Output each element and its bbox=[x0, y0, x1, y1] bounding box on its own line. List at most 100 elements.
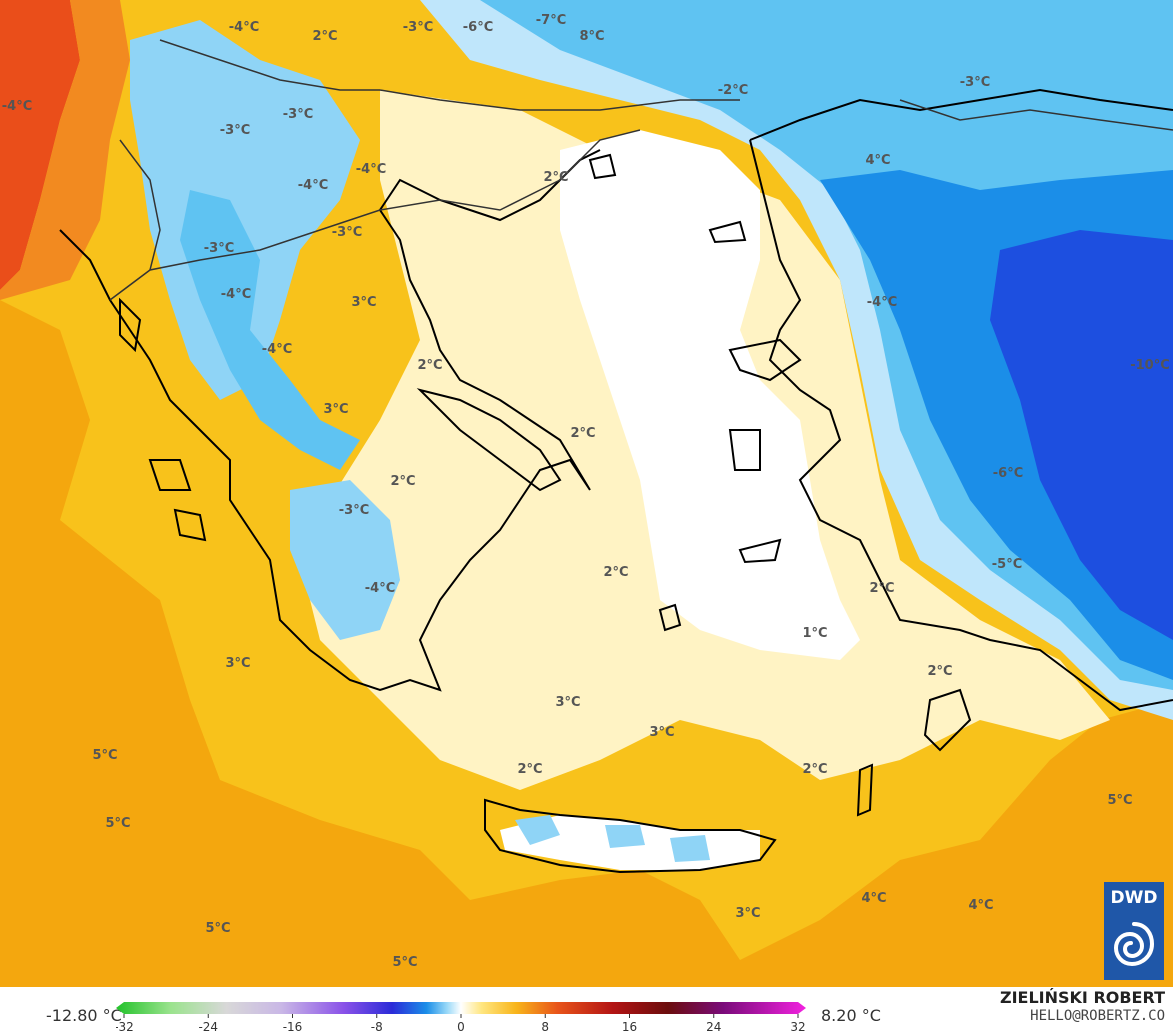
temperature-label: -6°C bbox=[463, 20, 493, 35]
temperature-label: -3°C bbox=[204, 241, 234, 256]
colorbar-tick-label: 16 bbox=[622, 1020, 637, 1034]
national-borders bbox=[109, 39, 1173, 301]
colorbar-tick-label: 24 bbox=[706, 1020, 721, 1034]
temperature-label: -3°C bbox=[339, 503, 369, 518]
temperature-label: -4°C bbox=[867, 295, 897, 310]
legend-max-label: 8.20 °C bbox=[821, 1006, 881, 1025]
temperature-label: 5°C bbox=[105, 816, 130, 831]
temperature-label: -6°C bbox=[993, 466, 1023, 481]
temperature-label: -3°C bbox=[403, 20, 433, 35]
temperature-label: 2°C bbox=[312, 29, 337, 44]
colorbar-tick-label: 32 bbox=[790, 1020, 805, 1034]
temperature-label: 3°C bbox=[225, 656, 250, 671]
coastline-lemnos bbox=[708, 220, 747, 244]
temperature-label: 2°C bbox=[390, 474, 415, 489]
warm-zone-southwest bbox=[0, 300, 1173, 987]
colorbar-tick-label: -32 bbox=[116, 1020, 134, 1034]
border-serbia bbox=[159, 39, 380, 91]
temperature-label: 5°C bbox=[1107, 793, 1132, 808]
coastline-zakynthos bbox=[173, 508, 207, 542]
border-greece-north bbox=[109, 179, 561, 301]
colorbar-tick-label: 8 bbox=[541, 1020, 549, 1034]
coastline-chios bbox=[728, 429, 761, 471]
temperature-label: -3°C bbox=[960, 75, 990, 90]
coastline-samos bbox=[738, 538, 782, 564]
border-turkey-east bbox=[899, 99, 1173, 131]
temperature-label: -5°C bbox=[992, 557, 1022, 572]
temperature-label: -4°C bbox=[229, 20, 259, 35]
temperature-label: -4°C bbox=[221, 287, 251, 302]
temperature-label: 4°C bbox=[968, 898, 993, 913]
temperature-label: 5°C bbox=[92, 748, 117, 763]
temperature-label: -3°C bbox=[332, 225, 362, 240]
dwd-swirl-icon bbox=[1113, 922, 1155, 967]
hot-zone-northwest bbox=[0, 0, 80, 290]
temperature-label: 2°C bbox=[603, 565, 628, 580]
coastline-karpathos bbox=[856, 763, 874, 817]
dwd-logo: DWD bbox=[1104, 882, 1164, 980]
temperature-label: -2°C bbox=[718, 83, 748, 98]
temperature-label: 2°C bbox=[869, 581, 894, 596]
temperature-label: 2°C bbox=[927, 664, 952, 679]
temperature-label: 2°C bbox=[417, 358, 442, 373]
temperature-label: 2°C bbox=[543, 170, 568, 185]
temperature-label: 4°C bbox=[865, 153, 890, 168]
temperature-label: -3°C bbox=[283, 107, 313, 122]
zero-zone-central-aegean bbox=[560, 130, 860, 660]
temperature-map: -4°C 2°C -3°C -6°C -7°C 8°C -4°C -3°C -3°C -2°C -3… bbox=[0, 0, 1173, 987]
coastline-thasos bbox=[588, 153, 617, 180]
temperature-label: 3°C bbox=[735, 906, 760, 921]
temperature-label: 2°C bbox=[570, 426, 595, 441]
colorbar-tick-label: -24 bbox=[198, 1020, 218, 1034]
colorbar-gradient bbox=[116, 1002, 806, 1014]
coastline-crete bbox=[484, 798, 777, 874]
warm-zone-northwest bbox=[0, 0, 130, 300]
cold-zone-peloponnese bbox=[290, 480, 400, 640]
temperature-label: -4°C bbox=[365, 581, 395, 596]
coastline-lesbos bbox=[728, 338, 802, 382]
legend-min-label: -12.80 °C bbox=[46, 1006, 122, 1025]
coastlines bbox=[59, 88, 1173, 874]
credit-name: ZIELIŃSKI ROBERT bbox=[999, 988, 1165, 1007]
temperature-label: -4°C bbox=[262, 342, 292, 357]
cold-zone-balkans bbox=[130, 20, 360, 400]
temperature-labels: -4°C 2°C -3°C -6°C -7°C 8°C -4°C -3°C -3°C -2°C -3… bbox=[2, 13, 1170, 970]
temperature-label: -4°C bbox=[298, 178, 328, 193]
temperature-label: 5°C bbox=[205, 921, 230, 936]
temperature-label: 4°C bbox=[861, 891, 886, 906]
coastline-kefalonia bbox=[148, 459, 192, 491]
colorbar-tick-label: -8 bbox=[371, 1020, 383, 1034]
coastline-euboea bbox=[416, 388, 562, 492]
dwd-logo-text: DWD bbox=[1110, 888, 1158, 908]
coastline-naxos bbox=[658, 603, 682, 632]
cold-zone-pindus bbox=[180, 190, 360, 470]
temperature-label: 3°C bbox=[351, 295, 376, 310]
coastline-turkey-north bbox=[749, 88, 1173, 141]
temperature-label: 2°C bbox=[802, 762, 827, 777]
credit-email: HELLO@ROBERTZ.CO bbox=[1030, 1008, 1165, 1024]
border-albania bbox=[119, 139, 161, 271]
temperature-label: -10°C bbox=[1130, 358, 1170, 373]
colorbar-tick-label: 0 bbox=[457, 1020, 465, 1034]
cold-zone-strong bbox=[990, 230, 1173, 640]
temperature-label: -3°C bbox=[220, 123, 250, 138]
colorbar-tick-label: -16 bbox=[283, 1020, 303, 1034]
colorbar-ticks: -32 -24 -16 -8 0 8 16 24 32 bbox=[116, 1014, 806, 1034]
coastline-rhodes bbox=[923, 688, 972, 752]
temperature-label: 1°C bbox=[802, 626, 827, 641]
colorbar: -32 -24 -16 -8 0 8 16 24 32 bbox=[116, 1002, 806, 1034]
temperature-label: 5°C bbox=[392, 955, 417, 970]
legend: -12.80 °C -32 -24 -16- bbox=[0, 987, 1173, 1035]
border-turkey-west bbox=[559, 129, 641, 181]
temperature-label: -7°C bbox=[536, 13, 566, 28]
temperature-label: -4°C bbox=[2, 99, 32, 114]
cold-zone-crete-mountains bbox=[515, 815, 710, 862]
temperature-label: 8°C bbox=[579, 29, 604, 44]
temperature-label: 3°C bbox=[649, 725, 674, 740]
temperature-label: 2°C bbox=[517, 762, 542, 777]
temperature-label: 3°C bbox=[323, 402, 348, 417]
temperature-label: -4°C bbox=[356, 162, 386, 177]
border-bulgaria bbox=[379, 89, 740, 111]
temperature-label: 3°C bbox=[555, 695, 580, 710]
coastline-turkey-west bbox=[749, 139, 1173, 712]
